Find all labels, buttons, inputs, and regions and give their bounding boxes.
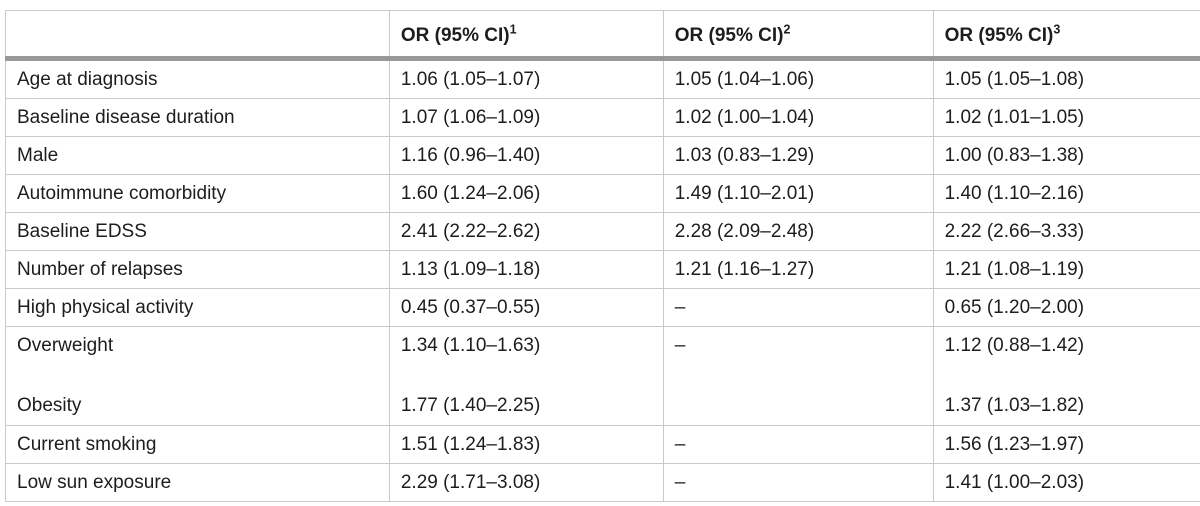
or-model2-cell: – [662,463,934,502]
table-row: Number of relapses 1.13 (1.09–1.18) 1.21… [5,250,1200,289]
header-superscript: 1 [509,22,517,37]
or-model3-cell: 1.00 (0.83–1.38) [932,136,1200,175]
row-label: Male [5,136,390,175]
or-value: 1.77 (1.40–2.25) [400,395,541,416]
header-label: OR (95% CI) [400,24,510,46]
table-row: Low sun exposure 2.29 (1.71–3.08) – 1.41… [5,463,1200,502]
or-model2-cell: 1.49 (1.10–2.01) [662,174,934,213]
or-value: 1.34 (1.10–1.63) [400,335,541,356]
table-row: Current smoking 1.51 (1.24–1.83) – 1.56 … [5,425,1200,464]
or-model3-cell: 1.21 (1.08–1.19) [932,250,1200,289]
or-value [675,395,929,417]
or-model3-cell: 2.22 (2.66–3.33) [932,212,1200,251]
odds-ratio-table: OR (95% CI)1 OR (95% CI)2 OR (95% CI)3 A… [5,10,1200,502]
or-model3-cell: 1.02 (1.01–1.05) [932,98,1200,137]
header-empty-cell [5,10,390,61]
header-superscript: 2 [783,22,791,37]
row-label: Autoimmune comorbidity [5,174,390,213]
or-model2-cell: 1.21 (1.16–1.27) [662,250,934,289]
or-model3-cell: 1.56 (1.23–1.97) [932,425,1200,464]
or-model1-cell: 1.06 (1.05–1.07) [388,58,664,99]
or-model1-cell: 1.13 (1.09–1.18) [388,250,664,289]
or-value: 1.12 (0.88–1.42) [944,335,1085,356]
or-model3-cell: 1.12 (0.88–1.42) 1.37 (1.03–1.82) [932,326,1200,426]
or-model2-cell: 2.28 (2.09–2.48) [662,212,934,251]
row-label: Number of relapses [5,250,390,289]
header-or-model1: OR (95% CI)1 [388,10,664,61]
or-model3-cell: 1.40 (1.10–2.16) [932,174,1200,213]
or-model2-cell: – [662,425,934,464]
or-model2-cell: 1.03 (0.83–1.29) [662,136,934,175]
or-model2-cell: – [662,326,934,426]
or-model3-cell: 1.41 (1.00–2.03) [932,463,1200,502]
header-or-model3: OR (95% CI)3 [932,10,1200,61]
row-label: Baseline disease duration [5,98,390,137]
or-value: 1.37 (1.03–1.82) [944,395,1085,416]
or-model3-cell: 0.65 (1.20–2.00) [932,288,1200,327]
row-label: Low sun exposure [5,463,390,502]
row-label: Obesity [17,395,82,416]
or-model1-cell: 1.34 (1.10–1.63) 1.77 (1.40–2.25) [388,326,664,426]
header-row: OR (95% CI)1 OR (95% CI)2 OR (95% CI)3 [5,10,1200,61]
header-label: OR (95% CI) [944,24,1054,46]
row-label: Age at diagnosis [5,58,390,99]
or-model1-cell: 2.29 (1.71–3.08) [388,463,664,502]
table-row: Autoimmune comorbidity 1.60 (1.24–2.06) … [5,174,1200,213]
or-model2-cell: – [662,288,934,327]
table-row: Age at diagnosis 1.06 (1.05–1.07) 1.05 (… [5,58,1200,99]
or-model2-cell: 1.02 (1.00–1.04) [662,98,934,137]
or-model2-cell: 1.05 (1.04–1.06) [662,58,934,99]
or-model1-cell: 2.41 (2.22–2.62) [388,212,664,251]
table-row: Baseline disease duration 1.07 (1.06–1.0… [5,98,1200,137]
or-model1-cell: 0.45 (0.37–0.55) [388,288,664,327]
header-or-model2: OR (95% CI)2 [662,10,934,61]
row-label-merged: Overweight Obesity [5,326,390,426]
table-row: Baseline EDSS 2.41 (2.22–2.62) 2.28 (2.0… [5,212,1200,251]
table-row-merged: Overweight Obesity 1.34 (1.10–1.63) 1.77… [5,326,1200,426]
or-model1-cell: 1.51 (1.24–1.83) [388,425,664,464]
or-model1-cell: 1.07 (1.06–1.09) [388,98,664,137]
or-model1-cell: 1.16 (0.96–1.40) [388,136,664,175]
row-label: Overweight [17,335,114,356]
header-label: OR (95% CI) [674,24,784,46]
row-label: High physical activity [5,288,390,327]
or-model1-cell: 1.60 (1.24–2.06) [388,174,664,213]
or-model3-cell: 1.05 (1.05–1.08) [932,58,1200,99]
row-label: Baseline EDSS [5,212,390,251]
row-label: Current smoking [5,425,390,464]
table-row: Male 1.16 (0.96–1.40) 1.03 (0.83–1.29) 1… [5,136,1200,175]
table-row: High physical activity 0.45 (0.37–0.55) … [5,288,1200,327]
or-value: – [674,335,686,356]
header-superscript: 3 [1053,22,1061,37]
